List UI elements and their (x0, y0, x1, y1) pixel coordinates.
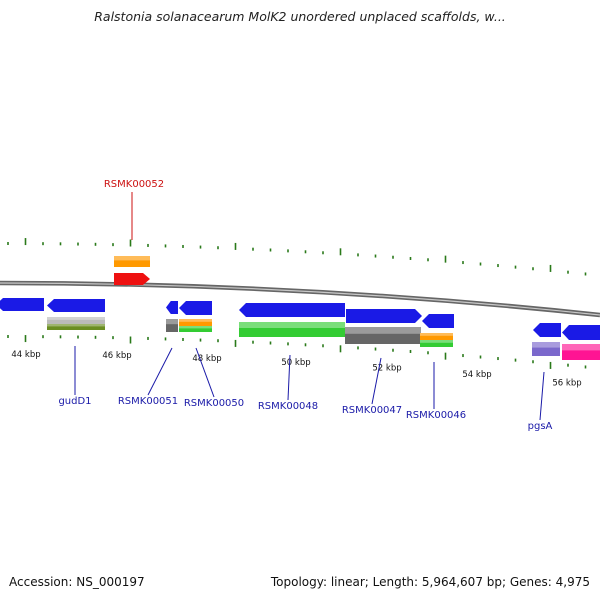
gene-rsmk00050-bar-orange-shine (179, 319, 212, 322)
gene-callouts[interactable]: RSMK00052 gudD1 RSMK00051 RSMK00050 RSMK0004… (58, 179, 552, 432)
gene-rsmk00048-bar[interactable] (239, 322, 345, 337)
gene-rsmk00046-bar-green[interactable] (420, 340, 453, 347)
gene-rsmk00048-bar-shine (239, 322, 345, 328)
callout-line (147, 347, 173, 396)
gene-gudD1-arrow[interactable] (47, 299, 105, 312)
gene-label[interactable]: RSMK00046 (406, 410, 466, 421)
gene-features[interactable] (0, 256, 600, 360)
gene-rsmk00046-bar-orange-shine (420, 333, 453, 336)
gene-pgsA-arrow[interactable] (533, 323, 561, 337)
map-title: Ralstonia solanacearum MolK2 unordered u… (94, 9, 506, 24)
gene-rsmk00048-arrow[interactable] (239, 303, 345, 317)
callout-line (287, 354, 291, 401)
gene-gudD1-bar-olive-shine (47, 324, 105, 327)
scale-label: 44 kbp (11, 350, 40, 360)
gene-rsmk00050-bar-green[interactable] (179, 326, 212, 332)
accession-text: Accession: NS_000197 (9, 575, 145, 589)
gene-label[interactable]: gudD1 (58, 396, 91, 407)
scale-label: 56 kbp (552, 379, 581, 389)
gene-last-bar-shine (562, 344, 600, 351)
gene-rsmk00046-arrow[interactable] (422, 314, 454, 328)
gene-rsmk00052-orange-shine (114, 256, 150, 261)
gene-label[interactable]: RSMK00052 (104, 179, 164, 190)
scale-label: 50 kbp (281, 358, 310, 368)
gene-label[interactable]: RSMK00050 (184, 398, 244, 409)
gene-rsmk00051-arrow[interactable] (166, 301, 178, 314)
gene-rsmk00051-bar-shine (166, 319, 178, 325)
gene-gudD1-bar-gray-shine (47, 317, 105, 320)
gene-rsmk00046-bar-green-shine (420, 340, 453, 343)
scale-labels: 44 kbp 46 kbp 48 kbp 50 kbp 52 kbp 54 kbp 56 k… (11, 350, 581, 389)
gene-rsmk00050-bar-green-shine (179, 326, 212, 329)
gene-last-bar[interactable] (562, 344, 600, 360)
gene-arrow-1[interactable] (0, 298, 44, 311)
gene-rsmk00050-arrow[interactable] (179, 301, 212, 315)
gene-label[interactable]: pgsA (528, 421, 553, 432)
lower-tick-track (7, 335, 587, 369)
callout-line (195, 347, 215, 398)
gene-rsmk00052-orange[interactable] (114, 256, 150, 267)
gene-rsmk00047-arrow[interactable] (346, 309, 422, 323)
upper-tick-track (7, 238, 587, 276)
callout-line (539, 371, 545, 421)
scale-label: 48 kbp (192, 354, 221, 364)
callout-line (371, 357, 382, 405)
genome-stats-text: Topology: linear; Length: 5,964,607 bp; … (270, 575, 590, 589)
gene-rsmk00052-arrow[interactable] (114, 273, 150, 285)
gene-gudD1-bar-olive[interactable] (47, 324, 105, 330)
gene-rsmk00051-bar[interactable] (166, 319, 178, 332)
gene-pgsA-bar[interactable] (532, 342, 560, 356)
gene-pgsA-bar-shine (532, 342, 560, 348)
gene-rsmk00050-bar-orange[interactable] (179, 319, 212, 326)
genome-backbone-highlight (0, 282, 600, 316)
gene-label[interactable]: RSMK00051 (118, 396, 178, 407)
gene-rsmk00047-bar[interactable] (345, 327, 421, 344)
gene-arrow-last[interactable] (562, 325, 600, 340)
scale-label: 46 kbp (102, 351, 131, 361)
gene-rsmk00047-bar-shine (345, 327, 421, 334)
scale-label: 52 kbp (372, 363, 401, 373)
gene-rsmk00046-bar-orange[interactable] (420, 333, 453, 340)
scale-label: 54 kbp (462, 370, 491, 380)
gene-label[interactable]: RSMK00047 (342, 405, 402, 416)
gene-gudD1-bar-gray[interactable] (47, 317, 105, 324)
gene-label[interactable]: RSMK00048 (258, 401, 318, 412)
